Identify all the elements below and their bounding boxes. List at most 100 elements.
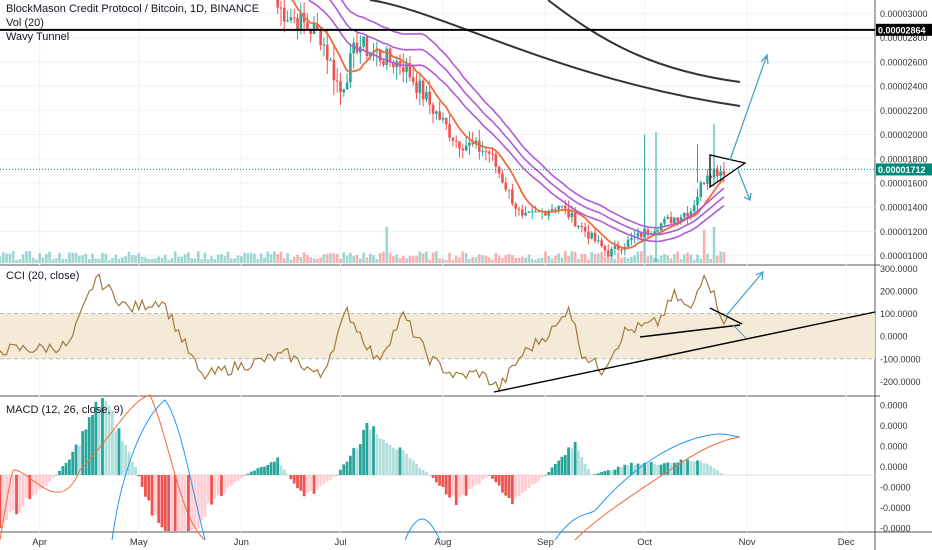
volume-bar — [431, 252, 435, 263]
macd-histogram-bar — [616, 466, 620, 475]
macd-histogram-bar — [319, 475, 323, 487]
volume-bar — [620, 257, 623, 263]
macd-histogram-bar — [206, 475, 210, 504]
volume-bar — [484, 255, 488, 263]
volume-bar — [144, 257, 147, 263]
macd-histogram-bar — [31, 475, 35, 496]
volume-bar — [497, 255, 501, 263]
volume-bar — [421, 253, 425, 263]
candle-body — [388, 48, 392, 62]
price-tick-label: 0.00002400 — [880, 82, 928, 92]
volume-bar — [35, 259, 38, 263]
candle-body — [468, 142, 471, 146]
volume-bar — [127, 251, 131, 263]
price-pane[interactable] — [0, 0, 875, 259]
price-tag-black — [876, 23, 932, 36]
candle-body — [646, 229, 650, 235]
candle-body — [679, 216, 683, 222]
candle-body — [616, 245, 620, 250]
volume-bar — [335, 253, 339, 263]
volume-bar — [557, 253, 560, 263]
candle-body — [365, 36, 369, 57]
candle-body — [458, 141, 461, 149]
candle-body — [418, 80, 422, 93]
macd-histogram-bar — [444, 475, 448, 495]
volume-bar — [299, 256, 303, 263]
macd-histogram-bar — [458, 475, 461, 498]
macd-histogram-bar — [81, 431, 85, 475]
macd-histogram-bar — [401, 450, 405, 475]
candle-body — [676, 217, 679, 222]
volume-bar — [101, 252, 104, 263]
candle-body — [534, 211, 537, 213]
macd-pane[interactable] — [0, 394, 875, 541]
volume-bar — [256, 259, 260, 263]
volume-bar — [163, 254, 167, 263]
macd-histogram-bar — [352, 448, 356, 475]
volume-bar — [646, 256, 650, 263]
candle-body — [573, 212, 577, 227]
volume-bar — [160, 257, 164, 263]
candle-body — [401, 66, 405, 72]
candle-body — [570, 212, 574, 218]
macd-histogram-bar — [97, 408, 101, 475]
volume-bar — [639, 251, 643, 263]
macd-line — [404, 518, 441, 541]
price-tick-label: 0.00001400 — [880, 203, 928, 213]
macd-histogram-bar — [220, 475, 223, 497]
macd-histogram-bar — [71, 451, 75, 475]
volume-bar — [74, 252, 78, 263]
macd-histogram-bar — [249, 471, 253, 475]
macd-histogram-bar — [296, 475, 299, 489]
macd-tick-label: -0.0000 — [880, 483, 911, 493]
macd-histogram-bar — [415, 463, 418, 475]
volume-bar — [534, 259, 537, 263]
volume-bar — [306, 254, 309, 263]
macd-histogram-bar — [183, 475, 187, 531]
volume-bar — [706, 253, 709, 263]
macd-histogram-bar — [299, 475, 303, 491]
price-tag-current-text: 0.00001712 — [878, 165, 926, 175]
volume-bar — [173, 251, 177, 263]
price-tick-label: 0.00002600 — [880, 57, 928, 67]
volume-bar — [259, 253, 263, 263]
volume-bar — [292, 256, 296, 263]
candle-body — [362, 36, 365, 47]
macd-histogram-bar — [292, 475, 296, 484]
volume-bar — [349, 252, 352, 263]
macd-histogram-bar — [570, 448, 574, 475]
time-tick-label: Aug — [435, 537, 452, 548]
volume-bar — [441, 258, 445, 263]
candle-body — [431, 104, 435, 114]
macd-histogram-bar — [243, 475, 247, 476]
time-axis[interactable]: Apr May Jun Jul Aug Sep Oct Nov Dec — [32, 537, 855, 548]
volume-pane — [0, 132, 726, 263]
candle-body — [448, 124, 451, 138]
macd-histogram-bar — [173, 475, 177, 531]
macd-histogram-bar — [187, 475, 190, 531]
candle-body — [289, 17, 293, 21]
candle-body — [554, 209, 557, 211]
macd-histogram-bar — [117, 428, 121, 475]
macd-histogram-bar — [345, 461, 349, 475]
macd-histogram-bar — [349, 455, 352, 475]
volume-bar — [220, 254, 223, 263]
price-tick-label: 0.00001800 — [880, 154, 928, 164]
candle-body — [484, 151, 488, 153]
macd-histogram-bar — [193, 475, 197, 529]
cci-pane[interactable] — [0, 270, 876, 393]
macd-histogram-bar — [286, 474, 289, 475]
candle-body — [709, 175, 713, 178]
macd-histogram-bar — [163, 475, 167, 531]
candle-body — [382, 60, 385, 66]
macd-line — [111, 399, 206, 541]
macd-histogram-bar — [408, 458, 412, 475]
volume-bar — [21, 254, 25, 263]
volume-bar — [666, 255, 670, 263]
volume-bar — [673, 254, 676, 263]
price-tick-label: 0.00001600 — [880, 179, 928, 189]
candle-body — [481, 151, 484, 153]
volume-bar — [550, 258, 554, 263]
price-axis[interactable]: 0.00003000 0.00002800 0.00002600 0.00002400… — [876, 9, 932, 534]
